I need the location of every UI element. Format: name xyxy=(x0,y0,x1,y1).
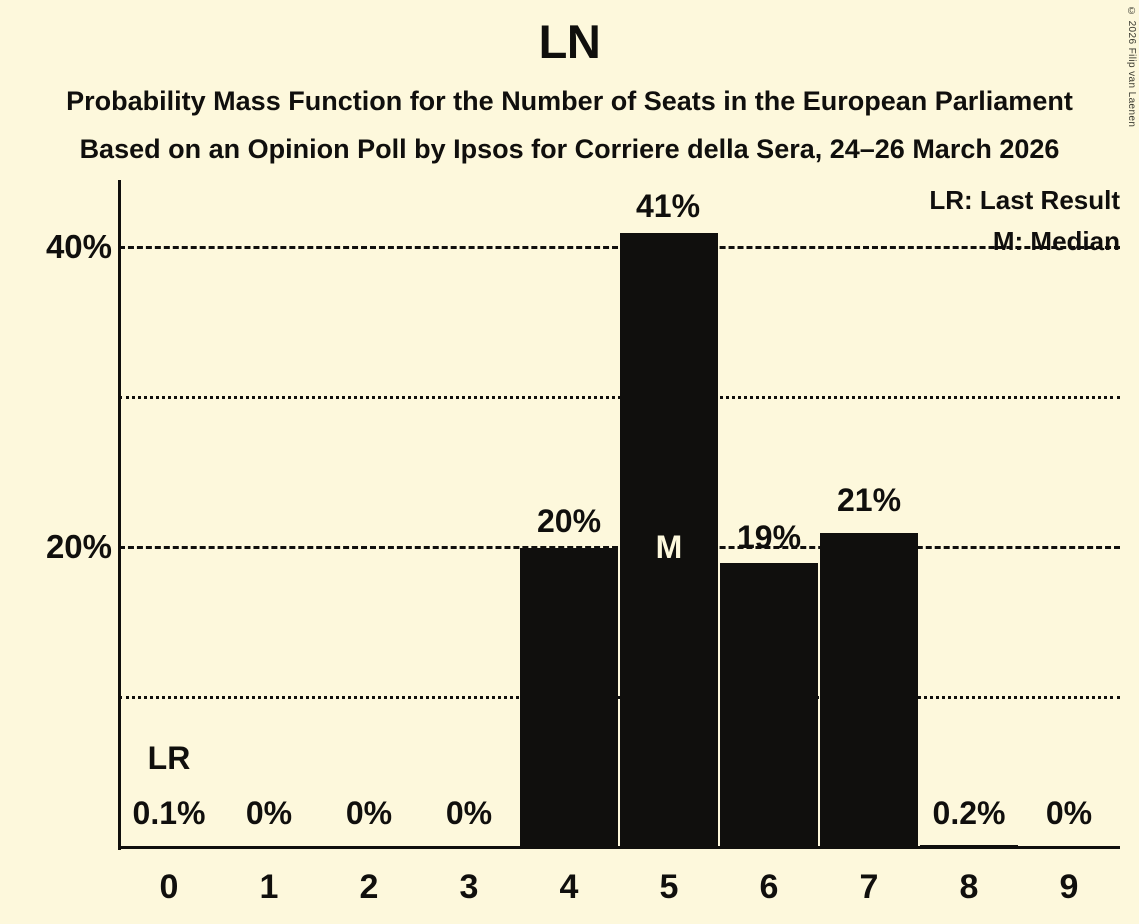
xtick-label-4: 4 xyxy=(559,868,579,906)
y-axis-line xyxy=(118,180,121,850)
xtick-label-9: 9 xyxy=(1059,868,1079,906)
chart-title: LN xyxy=(538,15,601,68)
ytick-label-40: 40% xyxy=(45,228,112,265)
bar-value-2: 0% xyxy=(345,795,393,831)
xtick-label-3: 3 xyxy=(459,868,479,906)
gridline-40-percent xyxy=(119,246,1120,249)
bar-value-7: 21% xyxy=(836,482,902,518)
x-axis-line xyxy=(118,846,1120,849)
bar-value-3: 0% xyxy=(445,795,493,831)
xtick-label-5: 5 xyxy=(659,868,679,906)
xtick-label-8: 8 xyxy=(959,868,979,906)
bar-value-5: 41% xyxy=(635,188,701,224)
bar-value-9: 0% xyxy=(1045,795,1093,831)
copyright-notice: © 2026 Filip van Laenen xyxy=(1126,6,1137,128)
bar-4 xyxy=(520,548,618,848)
xtick-label-6: 6 xyxy=(759,868,779,906)
bar-7 xyxy=(820,533,918,848)
bar-value-4: 20% xyxy=(536,503,602,539)
gridline-10-percent xyxy=(119,696,1120,699)
bar-value-8: 0.2% xyxy=(932,795,1006,831)
legend-last-result: LR: Last Result xyxy=(929,185,1120,215)
median-marker: M xyxy=(655,529,683,565)
gridline-30-percent xyxy=(119,396,1120,399)
xtick-label-0: 0 xyxy=(159,868,179,906)
bar-value-1: 0% xyxy=(245,795,293,831)
bar-value-6: 19% xyxy=(736,519,802,555)
legend-median: M: Median xyxy=(992,226,1120,256)
chart-subtitle-line1: Probability Mass Function for the Number… xyxy=(66,86,1073,116)
bar-value-0: 0.1% xyxy=(132,795,206,831)
bar-6 xyxy=(720,563,818,848)
xtick-label-1: 1 xyxy=(259,868,279,906)
gridline-20-percent xyxy=(119,546,1120,549)
chart-subtitle-line2: Based on an Opinion Poll by Ipsos for Co… xyxy=(79,134,1060,164)
xtick-label-2: 2 xyxy=(359,868,379,906)
xtick-label-7: 7 xyxy=(859,868,879,906)
bar-5 xyxy=(620,233,718,848)
last-result-marker: LR xyxy=(147,740,191,776)
ytick-label-20: 20% xyxy=(45,528,112,565)
